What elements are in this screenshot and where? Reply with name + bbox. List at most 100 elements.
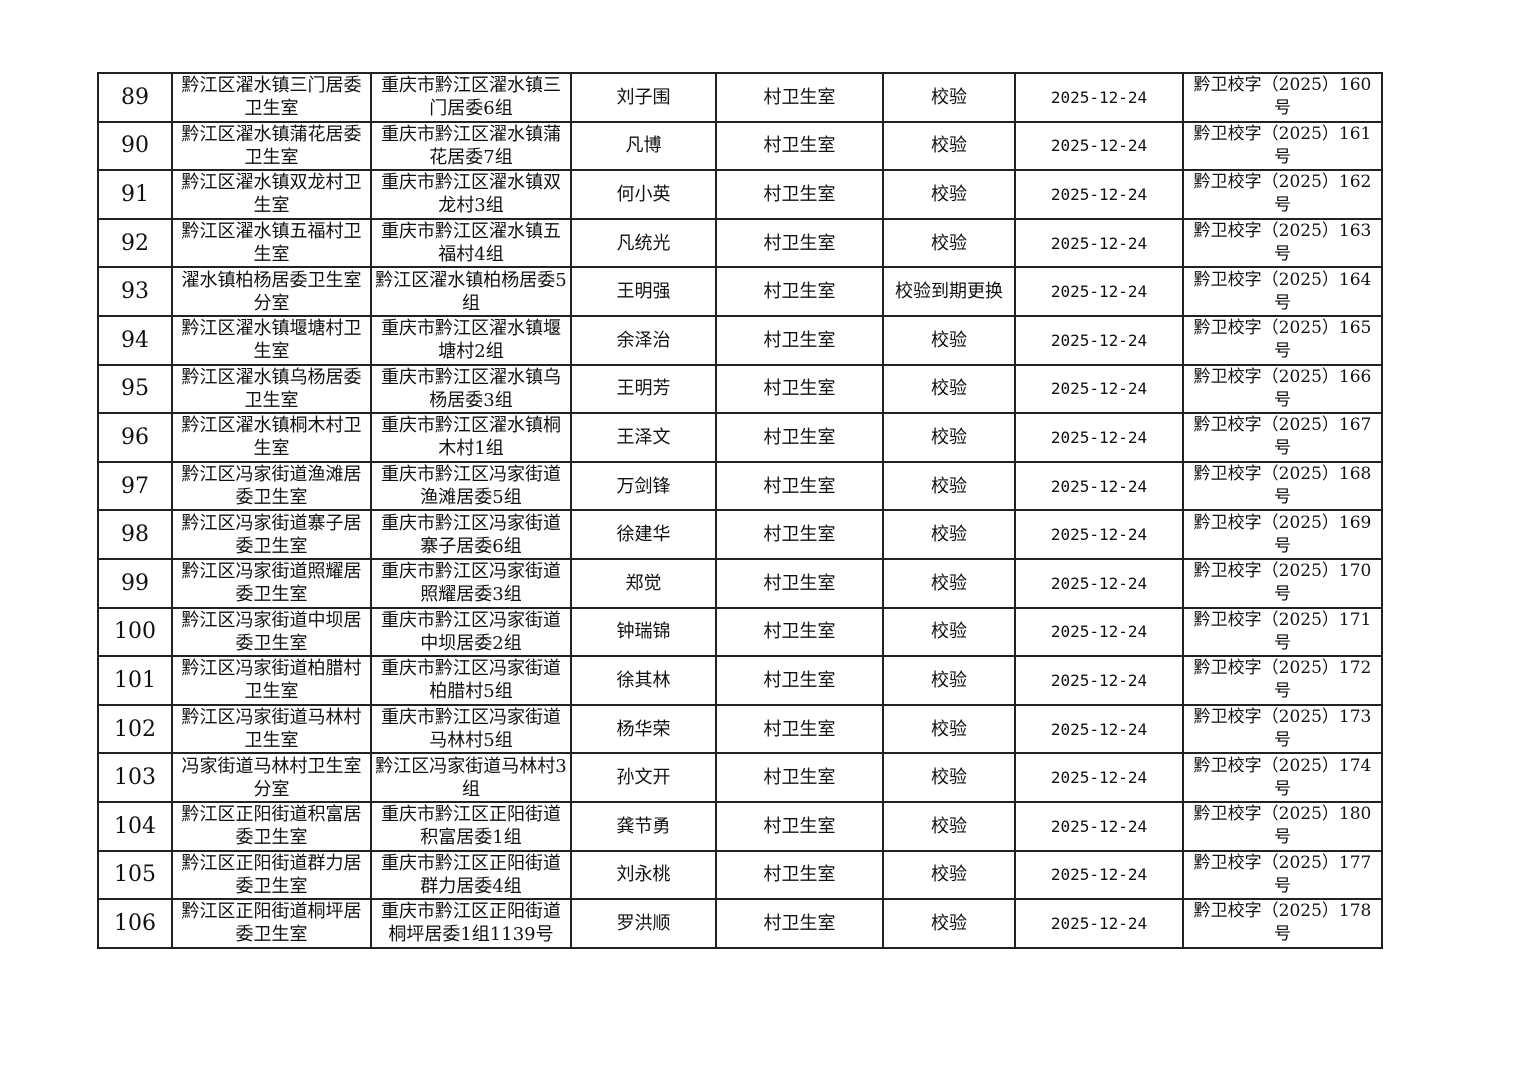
responsible-person-cell: 余泽治 xyxy=(570,314,717,366)
date-cell: 2025-12-24 xyxy=(1014,412,1184,463)
clinic-name-cell: 黔江区冯家街道渔滩居委卫生室 xyxy=(171,460,372,512)
row-number-cell: 103 xyxy=(97,752,173,803)
table-row: 101 黔江区冯家街道柏腊村卫生室 重庆市黔江区冯家街道柏腊村5组 徐其林 村卫生室 校验… xyxy=(97,655,1383,706)
action-type-cell: 校验 xyxy=(882,460,1016,512)
document-number-cell: 黔卫校字（2025）161号 xyxy=(1182,120,1383,172)
clinic-name-cell: 黔江区濯水镇蒲花居委卫生室 xyxy=(171,120,372,172)
action-type-cell: 校验 xyxy=(882,800,1016,852)
document-number-cell: 黔卫校字（2025）166号 xyxy=(1182,363,1383,415)
date-cell: 2025-12-24 xyxy=(1014,655,1184,706)
clinic-name-cell: 黔江区冯家街道柏腊村卫生室 xyxy=(171,655,372,706)
clinic-name-cell: 濯水镇柏杨居委卫生室分室 xyxy=(171,266,372,317)
row-number-cell: 95 xyxy=(97,363,173,415)
clinic-type-cell: 村卫生室 xyxy=(715,363,884,415)
document-number-cell: 黔卫校字（2025）170号 xyxy=(1182,557,1383,609)
action-type-cell: 校验 xyxy=(882,655,1016,706)
clinic-address-cell: 重庆市黔江区正阳街道积富居委1组 xyxy=(370,800,572,852)
table-row: 94 黔江区濯水镇堰塘村卫生室 重庆市黔江区濯水镇堰塘村2组 余泽治 村卫生室 校验 202… xyxy=(97,314,1383,366)
clinic-address-cell: 重庆市黔江区冯家街道中坝居委2组 xyxy=(370,606,572,658)
clinic-address-cell: 重庆市黔江区濯水镇五福村4组 xyxy=(370,217,572,269)
clinic-address-cell: 重庆市黔江区冯家街道柏腊村5组 xyxy=(370,655,572,706)
clinic-address-cell: 重庆市黔江区冯家街道寨子居委6组 xyxy=(370,509,572,560)
date-cell: 2025-12-24 xyxy=(1014,606,1184,658)
row-number-cell: 98 xyxy=(97,509,173,560)
clinic-address-cell: 重庆市黔江区冯家街道渔滩居委5组 xyxy=(370,460,572,512)
document-number-cell: 黔卫校字（2025）162号 xyxy=(1182,169,1383,220)
date-cell: 2025-12-24 xyxy=(1014,169,1184,220)
action-type-cell: 校验 xyxy=(882,703,1016,755)
row-number-cell: 96 xyxy=(97,412,173,463)
clinic-address-cell: 重庆市黔江区濯水镇桐木村1组 xyxy=(370,412,572,463)
clinic-address-cell: 重庆市黔江区濯水镇堰塘村2组 xyxy=(370,314,572,366)
action-type-cell: 校验 xyxy=(882,72,1016,123)
clinic-name-cell: 黔江区冯家街道中坝居委卫生室 xyxy=(171,606,372,658)
table-row: 106 黔江区正阳街道桐坪居委卫生室 重庆市黔江区正阳街道桐坪居委1组1139号 罗洪… xyxy=(97,898,1383,949)
table-row: 98 黔江区冯家街道寨子居委卫生室 重庆市黔江区冯家街道寨子居委6组 徐建华 村卫生室校… xyxy=(97,509,1383,560)
action-type-cell: 校验 xyxy=(882,412,1016,463)
row-number-cell: 102 xyxy=(97,703,173,755)
clinic-name-cell: 黔江区冯家街道寨子居委卫生室 xyxy=(171,509,372,560)
responsible-person-cell: 郑觉 xyxy=(570,557,717,609)
action-type-cell: 校验 xyxy=(882,606,1016,658)
responsible-person-cell: 刘永桃 xyxy=(570,849,717,901)
date-cell: 2025-12-24 xyxy=(1014,752,1184,803)
clinic-type-cell: 村卫生室 xyxy=(715,217,884,269)
clinic-address-cell: 重庆市黔江区濯水镇三门居委6组 xyxy=(370,72,572,123)
clinic-name-cell: 冯家街道马林村卫生室分室 xyxy=(171,752,372,803)
action-type-cell: 校验 xyxy=(882,314,1016,366)
table-row: 103 冯家街道马林村卫生室分室 黔江区冯家街道马林村3组 孙文开 村卫生室 校验 2025… xyxy=(97,752,1383,803)
clinic-type-cell: 村卫生室 xyxy=(715,800,884,852)
date-cell: 2025-12-24 xyxy=(1014,800,1184,852)
clinic-name-cell: 黔江区冯家街道照耀居委卫生室 xyxy=(171,557,372,609)
row-number-cell: 104 xyxy=(97,800,173,852)
responsible-person-cell: 王明强 xyxy=(570,266,717,317)
table-row: 95 黔江区濯水镇乌杨居委卫生室 重庆市黔江区濯水镇乌杨居委3组 王明芳 村卫生室 校验 2… xyxy=(97,363,1383,415)
row-number-cell: 106 xyxy=(97,898,173,949)
clinic-address-cell: 黔江区濯水镇柏杨居委5组 xyxy=(370,266,572,317)
clinic-address-cell: 重庆市黔江区正阳街道群力居委4组 xyxy=(370,849,572,901)
action-type-cell: 校验到期更换 xyxy=(882,266,1016,317)
document-number-cell: 黔卫校字（2025）177号 xyxy=(1182,849,1383,901)
clinic-name-cell: 黔江区濯水镇三门居委卫生室 xyxy=(171,72,372,123)
clinic-address-cell: 黔江区冯家街道马林村3组 xyxy=(370,752,572,803)
table-row: 92 黔江区濯水镇五福村卫生室 重庆市黔江区濯水镇五福村4组 凡统光 村卫生室 校验 202… xyxy=(97,217,1383,269)
responsible-person-cell: 杨华荣 xyxy=(570,703,717,755)
clinic-name-cell: 黔江区正阳街道群力居委卫生室 xyxy=(171,849,372,901)
row-number-cell: 99 xyxy=(97,557,173,609)
document-number-cell: 黔卫校字（2025）171号 xyxy=(1182,606,1383,658)
document-number-cell: 黔卫校字（2025）172号 xyxy=(1182,655,1383,706)
table-row: 91 黔江区濯水镇双龙村卫生室 重庆市黔江区濯水镇双龙村3组 何小英 村卫生室 校验 202… xyxy=(97,169,1383,220)
clinic-type-cell: 村卫生室 xyxy=(715,412,884,463)
action-type-cell: 校验 xyxy=(882,120,1016,172)
table-row: 89 黔江区濯水镇三门居委卫生室 重庆市黔江区濯水镇三门居委6组 刘子围 村卫生室 校验 2… xyxy=(97,72,1383,123)
table-row: 105 黔江区正阳街道群力居委卫生室 重庆市黔江区正阳街道群力居委4组 刘永桃 村卫生室… xyxy=(97,849,1383,901)
clinic-name-cell: 黔江区正阳街道积富居委卫生室 xyxy=(171,800,372,852)
document-number-cell: 黔卫校字（2025）180号 xyxy=(1182,800,1383,852)
row-number-cell: 92 xyxy=(97,217,173,269)
action-type-cell: 校验 xyxy=(882,217,1016,269)
clinic-name-cell: 黔江区濯水镇桐木村卫生室 xyxy=(171,412,372,463)
responsible-person-cell: 钟瑞锦 xyxy=(570,606,717,658)
table-body: 89 黔江区濯水镇三门居委卫生室 重庆市黔江区濯水镇三门居委6组 刘子围 村卫生室 校验 2… xyxy=(97,72,1383,949)
date-cell: 2025-12-24 xyxy=(1014,898,1184,949)
action-type-cell: 校验 xyxy=(882,363,1016,415)
responsible-person-cell: 罗洪顺 xyxy=(570,898,717,949)
date-cell: 2025-12-24 xyxy=(1014,363,1184,415)
table-row: 96 黔江区濯水镇桐木村卫生室 重庆市黔江区濯水镇桐木村1组 王泽文 村卫生室 校验 202… xyxy=(97,412,1383,463)
document-number-cell: 黔卫校字（2025）169号 xyxy=(1182,509,1383,560)
responsible-person-cell: 徐建华 xyxy=(570,509,717,560)
row-number-cell: 100 xyxy=(97,606,173,658)
license-table: 89 黔江区濯水镇三门居委卫生室 重庆市黔江区濯水镇三门居委6组 刘子围 村卫生室 校验 2… xyxy=(97,72,1383,949)
row-number-cell: 97 xyxy=(97,460,173,512)
date-cell: 2025-12-24 xyxy=(1014,509,1184,560)
clinic-type-cell: 村卫生室 xyxy=(715,509,884,560)
row-number-cell: 94 xyxy=(97,314,173,366)
date-cell: 2025-12-24 xyxy=(1014,72,1184,123)
document-number-cell: 黔卫校字（2025）165号 xyxy=(1182,314,1383,366)
document-number-cell: 黔卫校字（2025）173号 xyxy=(1182,703,1383,755)
clinic-name-cell: 黔江区濯水镇堰塘村卫生室 xyxy=(171,314,372,366)
clinic-type-cell: 村卫生室 xyxy=(715,752,884,803)
clinic-type-cell: 村卫生室 xyxy=(715,120,884,172)
clinic-address-cell: 重庆市黔江区濯水镇乌杨居委3组 xyxy=(370,363,572,415)
table-row: 100 黔江区冯家街道中坝居委卫生室 重庆市黔江区冯家街道中坝居委2组 钟瑞锦 村卫生室… xyxy=(97,606,1383,658)
